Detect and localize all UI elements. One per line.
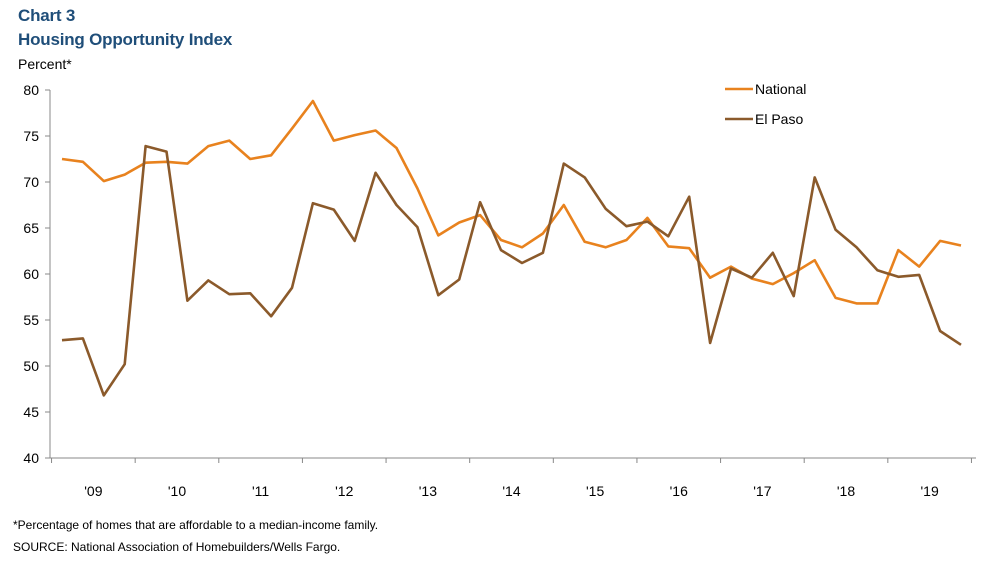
y-tick-label: 50 [23,358,39,374]
legend-label: El Paso [755,111,803,127]
y-axis-label: Percent* [18,56,72,72]
chart-number: Chart 3 [18,6,76,25]
y-tick-label: 80 [23,82,39,98]
source-note: SOURCE: National Association of Homebuil… [13,540,341,554]
series-lines [61,99,962,397]
x-tick-label: '18 [837,483,855,499]
y-tick-label: 40 [23,450,39,466]
axes [49,90,976,459]
x-tick-label: '19 [921,483,939,499]
x-tick-label: '13 [419,483,437,499]
x-tick-label: '17 [753,483,771,499]
series-line-national [61,99,962,305]
y-tick-label: 65 [23,220,39,236]
y-tick-label: 70 [23,174,39,190]
x-tick-label: '14 [502,483,520,499]
y-tick-label: 45 [23,404,39,420]
y-tick-label: 55 [23,312,39,328]
series-line-el-paso [61,144,962,397]
x-tick-label: '10 [168,483,186,499]
x-tick-label: '09 [84,483,102,499]
y-tick-label: 75 [23,128,39,144]
x-tick-label: '12 [335,483,353,499]
x-tick-label: '15 [586,483,604,499]
legend-label: National [755,81,806,97]
legend: National El Paso [725,81,806,127]
x-ticks: '09 '10 '11 '12 '13 '14 '15 '16 '17 '18 '19 [51,458,972,499]
y-tick-label: 60 [23,266,39,282]
y-ticks: 40 45 50 55 60 65 70 75 80 [23,82,50,466]
chart-title: Housing Opportunity Index [18,30,233,49]
footnote: *Percentage of homes that are affordable… [13,518,379,532]
x-tick-label: '16 [670,483,688,499]
x-tick-label: '11 [252,483,269,499]
